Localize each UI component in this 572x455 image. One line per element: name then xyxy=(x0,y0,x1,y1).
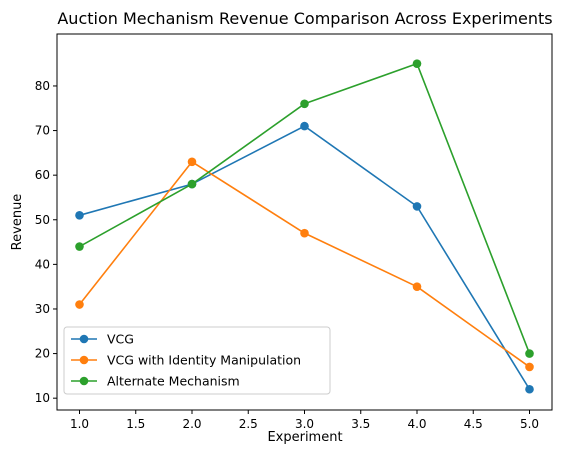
y-tick-label: 50 xyxy=(35,213,50,227)
series-layer xyxy=(75,59,534,394)
y-tick-label: 40 xyxy=(35,257,50,271)
legend-item: VCG with Identity Manipulation xyxy=(71,353,301,368)
data-point xyxy=(412,59,422,68)
y-tick-label: 20 xyxy=(35,347,50,361)
legend-marker xyxy=(79,376,89,386)
data-point xyxy=(187,179,197,189)
series-2 xyxy=(75,59,534,358)
legend-marker xyxy=(79,334,89,344)
plot-area: 1.0 1.5 2.0 2.5 3.0 3.5 4.0 4.5 5.0 10 20 30 40 50 60… xyxy=(35,33,553,431)
data-point xyxy=(412,202,422,211)
data-point xyxy=(75,211,84,220)
x-tick-label: 4.0 xyxy=(407,417,426,431)
x-tick-label: 5.0 xyxy=(520,417,539,431)
legend-box xyxy=(63,326,331,395)
y-tick-label: 10 xyxy=(35,391,50,405)
data-point xyxy=(525,384,534,394)
y-tick-label: 70 xyxy=(35,124,50,138)
x-tick-label: 1.0 xyxy=(70,417,89,431)
y-axis-ticks: 10 20 30 40 50 60 70 80 xyxy=(35,79,57,405)
data-point xyxy=(412,282,422,291)
legend-item: VCG xyxy=(71,332,134,347)
x-axis-label: Experiment xyxy=(267,430,342,445)
data-point xyxy=(75,300,84,309)
chart-title: Auction Mechanism Revenue Comparison Acr… xyxy=(57,9,552,28)
data-point xyxy=(75,242,84,251)
y-tick-label: 30 xyxy=(35,302,50,316)
data-point xyxy=(300,99,309,109)
x-tick-label: 2.0 xyxy=(182,417,201,431)
x-tick-label: 2.5 xyxy=(239,417,258,431)
legend-item: Alternate Mechanism xyxy=(71,374,240,389)
series-0 xyxy=(75,121,534,394)
legend-label: VCG xyxy=(107,332,134,347)
legend-label: VCG with Identity Manipulation xyxy=(107,353,301,368)
data-point xyxy=(300,121,309,131)
series-1 xyxy=(75,157,534,372)
data-point xyxy=(187,157,197,167)
data-point xyxy=(300,228,309,238)
y-tick-label: 60 xyxy=(35,168,50,182)
x-tick-label: 3.5 xyxy=(351,417,370,431)
x-tick-label: 1.5 xyxy=(126,417,145,431)
x-axis-ticks: 1.0 1.5 2.0 2.5 3.0 3.5 4.0 4.5 5.0 xyxy=(70,410,539,431)
legend-marker xyxy=(79,355,89,365)
legend: VCG VCG with Identity Manipulation Alterna… xyxy=(63,326,331,395)
x-tick-label: 4.5 xyxy=(464,417,483,431)
data-point xyxy=(525,349,534,358)
y-tick-label: 80 xyxy=(35,79,50,93)
x-tick-label: 3.0 xyxy=(295,417,314,431)
legend-label: Alternate Mechanism xyxy=(107,374,240,389)
data-point xyxy=(525,362,534,372)
legend-items: VCG VCG with Identity Manipulation Alterna… xyxy=(71,332,301,389)
y-axis-label: Revenue xyxy=(10,194,25,251)
